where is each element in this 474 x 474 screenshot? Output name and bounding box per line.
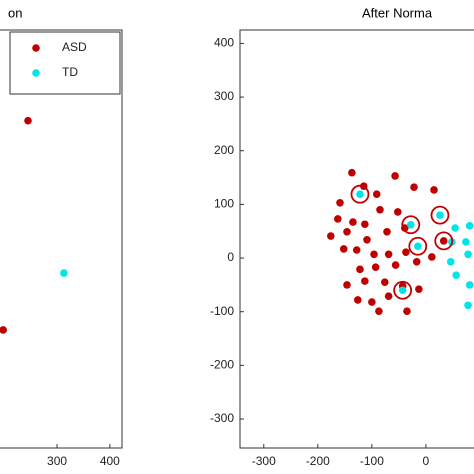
y-tick-label: -300 [210, 411, 234, 425]
y-tick-label: 0 [227, 250, 234, 264]
y-tick-label: -200 [210, 358, 234, 372]
point [410, 183, 418, 192]
point [384, 292, 393, 300]
point [372, 190, 381, 198]
x-tick-label: -200 [306, 454, 330, 468]
point [381, 278, 389, 286]
point [391, 172, 399, 180]
point [394, 208, 402, 216]
point [383, 227, 391, 236]
point [428, 253, 436, 261]
point [60, 269, 68, 277]
highlight-ring [408, 236, 428, 256]
y-tick-label: 100 [214, 197, 234, 211]
legend-marker [32, 69, 40, 77]
point [413, 242, 422, 251]
point [439, 237, 448, 245]
point [24, 116, 32, 125]
point [363, 236, 371, 244]
point [356, 265, 364, 274]
point [334, 215, 342, 223]
x-tick-label: -100 [360, 454, 384, 468]
point [446, 258, 455, 266]
point [361, 220, 369, 229]
highlight-ring [350, 184, 370, 204]
point [398, 286, 407, 295]
point [371, 263, 380, 271]
point [451, 224, 459, 232]
point [354, 296, 362, 304]
legend-label: TD [62, 65, 78, 79]
x-tick-label: 400 [100, 454, 120, 468]
point [0, 326, 7, 334]
point [349, 218, 357, 226]
point [384, 250, 393, 259]
legend-label: ASD [62, 40, 87, 54]
point [465, 222, 474, 230]
highlight-ring [393, 280, 413, 300]
point [464, 301, 472, 310]
chart-title: After Norma [362, 5, 433, 20]
point [403, 307, 411, 315]
point [412, 258, 421, 266]
point [430, 186, 438, 194]
point [436, 211, 444, 219]
point [376, 205, 384, 214]
y-tick-label: -100 [210, 304, 234, 318]
point [370, 250, 378, 259]
y-tick-label: 400 [214, 36, 234, 50]
plot-area [239, 29, 474, 449]
x-tick-label: 0 [423, 454, 430, 468]
chart-title: on [8, 5, 22, 20]
point [339, 245, 348, 253]
point [375, 307, 383, 315]
x-tick-label: -300 [252, 454, 276, 468]
legend-box [9, 31, 121, 95]
point [343, 227, 351, 236]
point [348, 168, 356, 177]
plot-area [0, 29, 123, 449]
point [402, 248, 410, 256]
highlight-ring [434, 231, 454, 251]
x-tick-label: 300 [47, 454, 67, 468]
point [352, 246, 361, 254]
point [406, 220, 415, 229]
point [462, 238, 470, 246]
highlight-ring [401, 215, 421, 235]
point [343, 281, 351, 289]
y-tick-label: 200 [214, 143, 234, 157]
legend-marker [32, 44, 40, 52]
point [356, 190, 364, 198]
point [336, 198, 344, 207]
point [326, 232, 335, 240]
point [368, 298, 376, 306]
point [415, 285, 423, 293]
point [361, 277, 369, 285]
point [465, 281, 474, 289]
point [464, 250, 472, 259]
point [391, 261, 400, 269]
point [452, 271, 460, 280]
highlight-ring [430, 205, 450, 225]
y-tick-label: 300 [214, 89, 234, 103]
